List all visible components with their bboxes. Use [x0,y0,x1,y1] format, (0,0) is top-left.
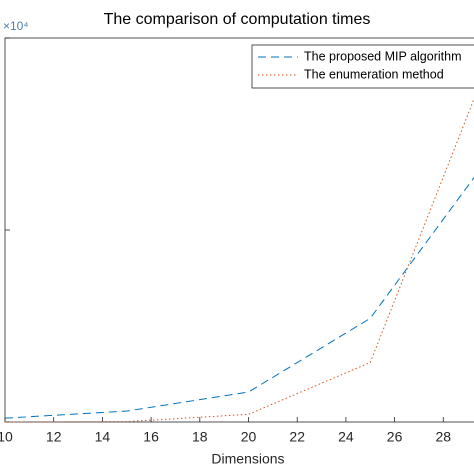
y-exponent: ×10⁴ [3,19,29,33]
legend-box [251,44,474,89]
x-tick-label: 12 [46,429,62,445]
series-line [4,176,474,419]
x-tick-label: 18 [192,429,208,445]
plot-frame [4,37,474,423]
x-tick-label: 26 [387,429,403,445]
legend-label: The enumeration method [304,67,444,81]
x-tick-label: 22 [289,429,305,445]
x-tick-label: 16 [143,429,159,445]
legend-label: The proposed MIP algorithm [304,49,462,63]
x-tick-label: 10 [0,429,13,445]
x-tick-label: 14 [95,429,111,445]
series-line [4,97,474,423]
x-tick-label: 28 [436,429,452,445]
x-axis-label: Dimensions [211,451,284,467]
x-tick-label: 20 [241,429,257,445]
chart-title: The comparison of computation times [104,11,371,28]
x-tick-label: 24 [338,429,354,445]
